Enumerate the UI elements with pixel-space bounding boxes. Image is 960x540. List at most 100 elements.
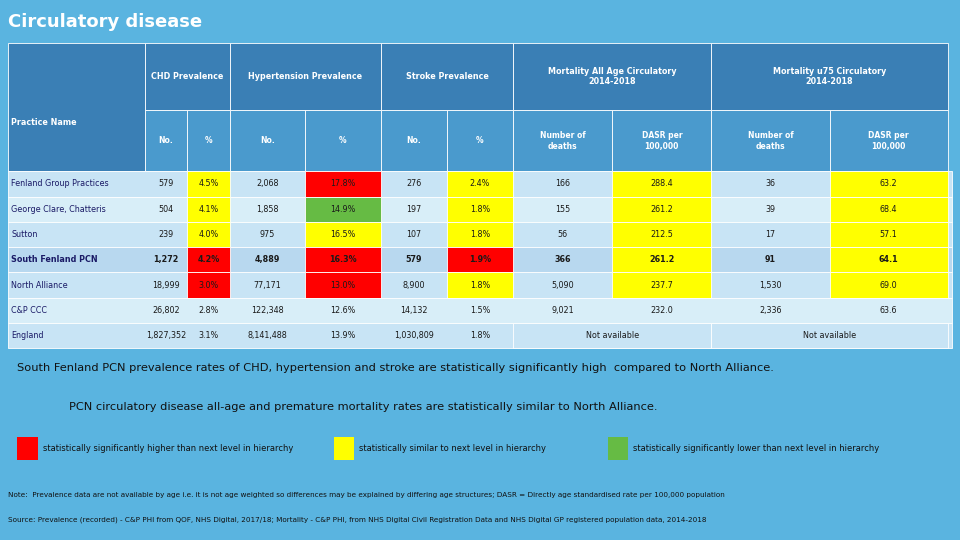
- Bar: [8, 298, 952, 323]
- Bar: [229, 110, 305, 171]
- Bar: [447, 110, 513, 171]
- Text: Mortality u75 Circulatory
2014-2018: Mortality u75 Circulatory 2014-2018: [773, 67, 886, 86]
- Text: Number of
deaths: Number of deaths: [748, 131, 793, 151]
- Bar: [612, 171, 711, 197]
- Bar: [612, 222, 711, 247]
- Text: 261.2: 261.2: [651, 205, 673, 214]
- Bar: [187, 273, 229, 298]
- Text: Stroke Prevalence: Stroke Prevalence: [405, 72, 489, 81]
- Bar: [612, 110, 711, 171]
- Text: England: England: [12, 331, 44, 340]
- Bar: [8, 247, 952, 273]
- Text: 288.4: 288.4: [651, 179, 673, 188]
- Bar: [305, 110, 381, 171]
- Text: George Clare, Chatteris: George Clare, Chatteris: [12, 205, 107, 214]
- Text: 16.3%: 16.3%: [329, 255, 357, 264]
- Bar: [145, 43, 229, 110]
- Text: 579: 579: [406, 255, 422, 264]
- Text: Mortality All Age Circulatory
2014-2018: Mortality All Age Circulatory 2014-2018: [548, 67, 677, 86]
- Text: 166: 166: [555, 179, 570, 188]
- Text: 197: 197: [406, 205, 421, 214]
- Text: North Alliance: North Alliance: [12, 281, 68, 289]
- Text: PCN circulatory disease all-age and premature mortality rates are statistically : PCN circulatory disease all-age and prem…: [69, 402, 658, 412]
- Text: 2.8%: 2.8%: [198, 306, 219, 315]
- Text: 4.2%: 4.2%: [198, 255, 220, 264]
- Text: No.: No.: [406, 136, 421, 145]
- Text: 155: 155: [555, 205, 570, 214]
- Text: 36: 36: [765, 179, 776, 188]
- Text: 1,530: 1,530: [759, 281, 781, 289]
- Text: Not available: Not available: [803, 331, 856, 340]
- Text: Source: Prevalence (recorded) - C&P PHI from QOF, NHS Digital, 2017/18; Mortalit: Source: Prevalence (recorded) - C&P PHI …: [8, 517, 707, 523]
- Text: 366: 366: [555, 255, 571, 264]
- Text: South Fenland PCN: South Fenland PCN: [12, 255, 98, 264]
- Text: 1,858: 1,858: [256, 205, 278, 214]
- Text: 18,999: 18,999: [152, 281, 180, 289]
- Text: %: %: [204, 136, 212, 145]
- Text: 239: 239: [158, 230, 174, 239]
- Text: 63.2: 63.2: [879, 179, 898, 188]
- Bar: [305, 171, 381, 197]
- Text: 8,141,488: 8,141,488: [248, 331, 287, 340]
- Bar: [608, 437, 628, 460]
- Text: 1.8%: 1.8%: [469, 331, 491, 340]
- Text: 3.1%: 3.1%: [199, 331, 219, 340]
- Text: 579: 579: [158, 179, 174, 188]
- Text: 1,272: 1,272: [154, 255, 179, 264]
- Bar: [8, 222, 952, 247]
- Text: 2.4%: 2.4%: [469, 179, 491, 188]
- Text: 63.6: 63.6: [879, 306, 898, 315]
- Text: 122,348: 122,348: [252, 306, 284, 315]
- Bar: [145, 110, 187, 171]
- Bar: [447, 197, 513, 222]
- Bar: [229, 43, 381, 110]
- Text: No.: No.: [260, 136, 275, 145]
- Bar: [612, 247, 711, 273]
- Text: 13.9%: 13.9%: [330, 331, 356, 340]
- Text: 16.5%: 16.5%: [330, 230, 356, 239]
- Text: 9,021: 9,021: [551, 306, 574, 315]
- Text: 212.5: 212.5: [651, 230, 673, 239]
- Bar: [612, 197, 711, 222]
- Bar: [17, 437, 37, 460]
- Text: 276: 276: [406, 179, 421, 188]
- Text: 3.0%: 3.0%: [199, 281, 219, 289]
- Bar: [8, 273, 952, 298]
- Text: 64.1: 64.1: [878, 255, 899, 264]
- Text: Note:  Prevalence data are not available by age i.e. it is not age weighted so d: Note: Prevalence data are not available …: [8, 492, 725, 498]
- Text: 2,336: 2,336: [759, 306, 781, 315]
- Bar: [187, 110, 229, 171]
- Text: DASR per
100,000: DASR per 100,000: [641, 131, 683, 151]
- Text: Sutton: Sutton: [12, 230, 37, 239]
- Text: 2,068: 2,068: [256, 179, 278, 188]
- Text: 8,900: 8,900: [402, 281, 425, 289]
- Text: %: %: [476, 136, 484, 145]
- Text: 12.6%: 12.6%: [330, 306, 356, 315]
- Bar: [333, 437, 354, 460]
- Bar: [447, 222, 513, 247]
- Text: 77,171: 77,171: [253, 281, 281, 289]
- Text: 13.0%: 13.0%: [330, 281, 355, 289]
- Text: 26,802: 26,802: [152, 306, 180, 315]
- Bar: [711, 323, 948, 348]
- Text: statistically significantly higher than next level in hierarchy: statistically significantly higher than …: [42, 444, 293, 453]
- Bar: [829, 247, 948, 273]
- Bar: [829, 273, 948, 298]
- Text: 4.0%: 4.0%: [199, 230, 219, 239]
- Bar: [187, 171, 229, 197]
- Text: 1.8%: 1.8%: [469, 281, 491, 289]
- Text: 14.9%: 14.9%: [330, 205, 356, 214]
- Bar: [829, 222, 948, 247]
- Text: 14,132: 14,132: [400, 306, 427, 315]
- Text: 17: 17: [765, 230, 776, 239]
- Bar: [187, 222, 229, 247]
- Text: Not available: Not available: [586, 331, 638, 340]
- Bar: [305, 222, 381, 247]
- Text: 91: 91: [765, 255, 776, 264]
- Bar: [8, 171, 952, 197]
- Bar: [513, 43, 711, 110]
- Bar: [381, 43, 513, 110]
- Bar: [187, 247, 229, 273]
- Text: Circulatory disease: Circulatory disease: [8, 13, 202, 31]
- Text: 5,090: 5,090: [551, 281, 574, 289]
